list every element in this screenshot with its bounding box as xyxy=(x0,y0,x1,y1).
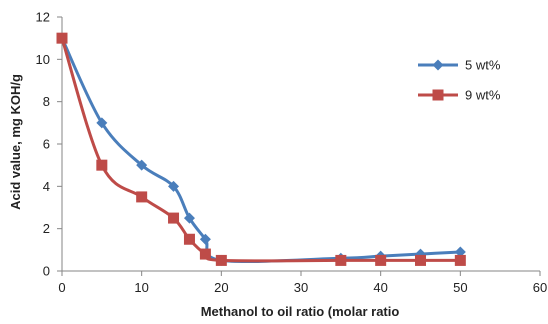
x-tick-label: 50 xyxy=(453,280,467,295)
axes: 0 2 4 6 8 10 12 0 10 20 30 40 50 60 xyxy=(36,10,548,296)
data-point xyxy=(454,254,466,266)
legend-item-2: 9 wt% xyxy=(418,88,501,103)
x-tick-label: 40 xyxy=(373,280,387,295)
data-point xyxy=(199,248,211,260)
y-tick-label: 4 xyxy=(43,179,50,194)
x-axis-title: Methanol to oil ratio (molar ratio xyxy=(201,304,400,319)
x-tick-label: 0 xyxy=(58,280,65,295)
data-point xyxy=(415,254,426,266)
data-point xyxy=(215,254,227,266)
series-line xyxy=(60,37,461,264)
data-point xyxy=(415,248,426,260)
x-tick-label: 60 xyxy=(533,280,547,295)
data-point xyxy=(136,159,148,171)
x-tick-label: 30 xyxy=(294,280,308,295)
data-point xyxy=(183,212,195,224)
data-point xyxy=(136,191,148,203)
y-tick-label: 0 xyxy=(43,264,50,279)
x-tick-label: 20 xyxy=(214,280,228,295)
data-point xyxy=(375,254,387,266)
legend-marker xyxy=(432,59,444,71)
y-tick-label: 8 xyxy=(43,94,50,109)
legend-label: 5 wt% xyxy=(465,58,501,73)
y-tick-label: 12 xyxy=(36,10,50,25)
series-1 xyxy=(56,32,466,266)
x-tick-label: 10 xyxy=(134,280,148,295)
data-point xyxy=(56,32,68,44)
y-tick-label: 6 xyxy=(43,137,50,152)
y-axis-title: Acid value, mg KOH/g xyxy=(8,74,23,210)
data-point xyxy=(183,233,195,245)
series-layer xyxy=(56,32,466,266)
data-point xyxy=(96,159,108,171)
data-point xyxy=(168,212,180,224)
y-tick-label: 2 xyxy=(43,221,50,236)
y-tick-label: 10 xyxy=(36,52,50,67)
legend-label: 9 wt% xyxy=(465,88,501,103)
legend-marker xyxy=(432,89,444,101)
data-point xyxy=(199,233,211,245)
legend-item-1: 5 wt% xyxy=(418,58,501,73)
data-point xyxy=(96,117,108,129)
series-2 xyxy=(56,32,466,266)
data-point xyxy=(454,246,466,258)
legend: 5 wt% 9 wt% xyxy=(418,58,501,103)
data-point xyxy=(168,180,180,192)
data-point xyxy=(335,254,347,266)
